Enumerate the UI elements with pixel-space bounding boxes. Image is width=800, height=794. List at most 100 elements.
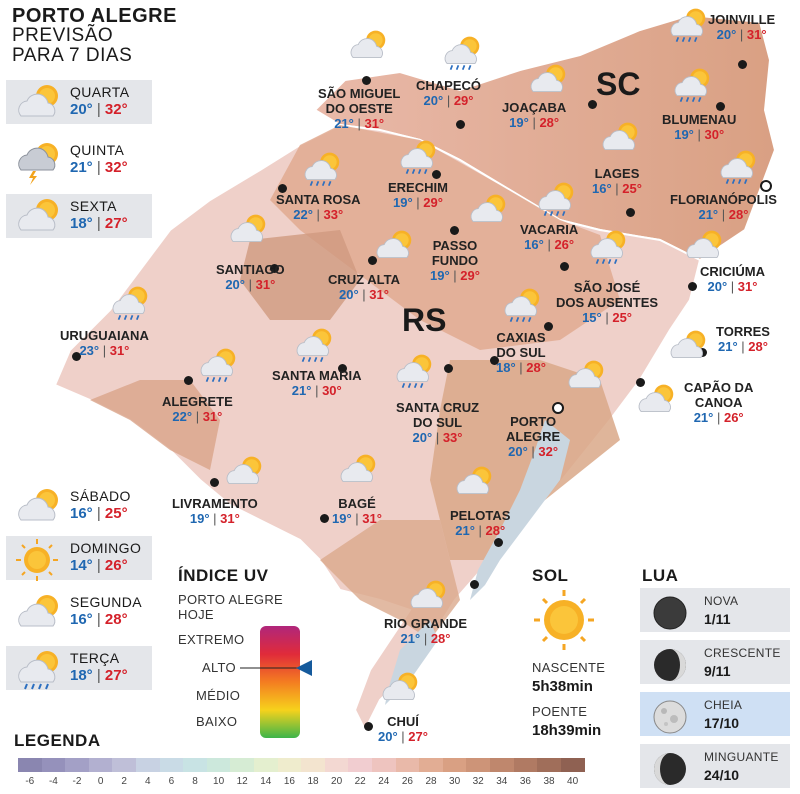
partly-cloudy-icon [378,670,420,715]
city-forecast: ERECHIM 19° | 29° [388,180,448,210]
forecast-day: DOMINGO 14° | 26° [6,536,152,581]
city-name: PASSO [432,238,478,253]
city-name-line2: DO OESTE [325,101,393,116]
city-name-line2: DO SUL [496,345,546,360]
legend-swatch [466,758,491,772]
legend-tick: 36 [519,776,531,787]
uv-level-alto: ALTO [202,660,236,675]
moon-phase-name: MINGUANTE [704,750,779,764]
city-max: 25° [622,181,642,196]
forecast-temps: 18° | 27° [70,215,128,232]
moon-phase-name: NOVA [704,594,739,608]
partly-cloudy-icon [526,62,568,107]
city-max: 25° [612,310,633,325]
legend-swatch [230,758,255,772]
city-name: LIVRAMENTO [172,496,258,511]
forecast-max: 28° [104,611,128,628]
city-min: 20° [378,729,398,744]
city-temps: 22° | 33° [293,207,344,222]
legend-swatch [88,758,113,772]
city-max: 30° [704,127,725,142]
forecast-day-name: TERÇA [70,650,120,666]
forecast-max: 26° [104,557,128,574]
city-forecast: CRICIÚMA 20° | 31° [700,264,765,294]
rain-sun-icon [12,648,62,699]
city-name: RIO GRANDE [384,616,468,631]
city-max: 27° [408,729,428,744]
city-marker [636,378,645,387]
header: PORTO ALEGRE PREVISÃO PARA 7 DIAS [12,6,177,66]
forecast-max: 32° [104,159,128,176]
city-name: CHUÍ [387,714,419,729]
partly-cloudy-icon [564,358,606,403]
city-max: 29° [423,195,443,210]
city-forecast: SANTA MARIA 21° | 30° [272,368,362,398]
moon-phase: MINGUANTE 24/10 [640,744,790,788]
partly-cloudy-icon [346,28,388,73]
city-temps: 19° | 28° [509,115,560,130]
city-min: 20° [225,277,245,292]
city-min: 21° [334,116,354,131]
city-min: 19° [430,268,450,283]
city-name: SANTA MARIA [272,368,362,383]
city-temps: 21° | 31° [334,116,385,131]
city-forecast: SANTIAGO 20° | 31° [216,262,285,292]
city-max: 28° [430,631,451,646]
city-marker [560,262,569,271]
moon-phase-name: CHEIA [704,698,743,712]
city-min: 19° [509,115,529,130]
city-name: ALEGRETE [162,394,233,409]
partly-cloudy-icon [222,454,264,499]
city-forecast: TORRES 21° | 28° [716,324,770,354]
rain-sun-icon [292,326,334,371]
legend-swatch [324,758,349,772]
forecast-max: 27° [104,215,128,232]
city-forecast: RIO GRANDE 21° | 28° [384,616,467,646]
city-name-line2: DO SUL [412,415,463,430]
city-max: 28° [485,523,506,538]
forecast-day-name: SÁBADO [70,488,131,504]
city-marker [320,514,329,523]
forecast-min: 18° [70,215,93,232]
legend-tick: 28 [425,776,437,787]
legend-tick: 0 [97,776,104,787]
city-temps: 19° | 31° [189,511,240,526]
city-max: 28° [748,339,768,354]
legend-swatch [537,758,562,772]
city-min: 21° [291,383,312,398]
rs-west-region [90,380,220,470]
city-marker [72,352,81,361]
city-marker [450,226,459,235]
legend-swatch [112,758,137,772]
moon-phase-date: 24/10 [704,767,740,783]
header-subtitle-2: PARA 7 DIAS [12,45,133,66]
city-marker [626,208,635,217]
city-name: JOINVILLE [708,12,776,27]
city-min: 21° [698,207,719,222]
sunset-label: POENTE [532,704,588,719]
city-marker [184,376,193,385]
uv-marker-icon [296,660,312,676]
waning-moon-icon [650,749,690,794]
moon-phase-date: 17/10 [704,715,740,731]
city-temps: 18° | 28° [496,360,546,375]
sunrise-label: NASCENTE [532,660,606,675]
forecast-day-name: SEGUNDA [70,594,143,610]
city-name: PELOTAS [450,508,511,523]
city-marker [270,264,279,273]
city-max: 30° [322,383,342,398]
city-forecast: URUGUAIANA 23° | 31° [60,328,149,358]
legend-tick: 26 [401,776,413,787]
rain-sun-icon [716,148,758,193]
forecast-day-name: QUARTA [70,84,130,100]
legend-swatch [277,758,302,772]
rain-sun-icon [392,352,434,397]
moon-phase: CRESCENTE 9/11 [640,640,790,684]
header-city: PORTO ALEGRE [12,5,177,27]
city-forecast: LIVRAMENTO 19° | 31° [172,496,258,526]
legend-tick: 40 [567,776,579,787]
city-forecast: CRUZ ALTA 20° | 31° [328,272,400,302]
partly-cloudy-icon [406,578,448,623]
legend-swatch [513,758,538,772]
city-forecast: ALEGRETE 22° | 31° [162,394,233,424]
